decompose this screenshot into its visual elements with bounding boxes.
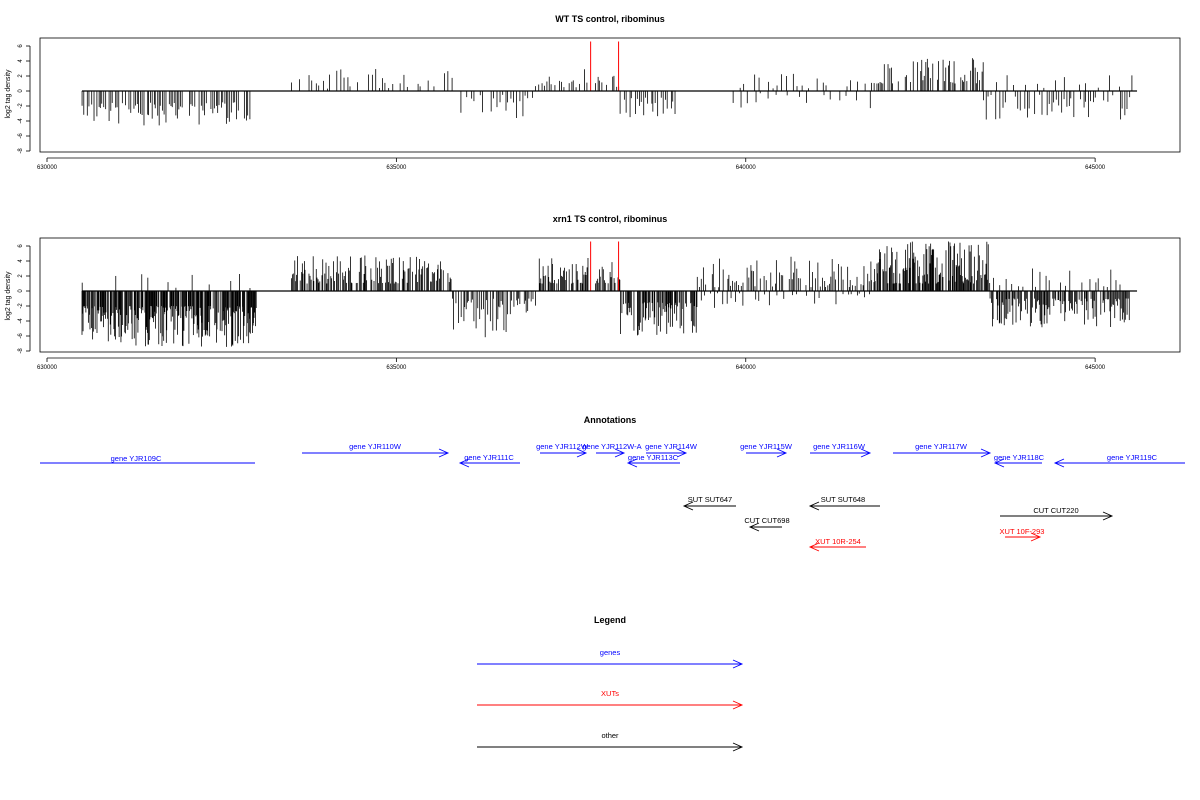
annotation-arrow (810, 448, 872, 458)
wt-y-tick-label: -8 (18, 148, 24, 154)
wt-y-tick-label: 2 (18, 74, 24, 78)
annotation-arrow (458, 458, 520, 468)
wt-y-tick-label: -4 (18, 118, 24, 124)
legend: Legend genes XUTs other (477, 615, 744, 752)
annotation-label: gene YJR116W (813, 442, 866, 451)
annotation-label: gene YJR111C (464, 453, 514, 462)
legend-items: genes XUTs other (477, 648, 744, 752)
legend-label: XUTs (601, 689, 619, 698)
annotation-label: gene YJR119C (1107, 453, 1158, 462)
annotation-arrow (808, 542, 866, 552)
annotation-label: XUT 10R-254 (815, 537, 861, 546)
wt-y-tick-label: 4 (18, 59, 24, 63)
annotation-label: CUT CUT220 (1033, 506, 1078, 515)
annotation-arrow (302, 448, 450, 458)
annotation-items: gene YJR109C gene YJR110W gene YJR111C gene… (40, 442, 1185, 552)
xrn1-x-tick-label: 630000 (37, 365, 58, 371)
legend-label: genes (600, 648, 621, 657)
xrn1-bars (81, 241, 1138, 347)
wt-x-tick-label: 635000 (386, 165, 407, 171)
annotation-arrow (1005, 532, 1042, 542)
xrn1-x-tick-label: 645000 (1085, 365, 1106, 371)
legend-label: other (601, 731, 619, 740)
wt-bars (81, 41, 1138, 126)
annotation-label: gene YJR109C (111, 454, 162, 463)
xrn1-plot-frame (39, 237, 1181, 353)
annotation-arrow (748, 522, 782, 532)
annotation-label: SUT SUT648 (821, 495, 865, 504)
annotation-arrow (1000, 511, 1114, 521)
xrn1-y-tick-label: 0 (18, 289, 24, 293)
wt-x-tick-label: 640000 (736, 165, 757, 171)
annotation-label: gene YJR114W (645, 442, 698, 451)
wt-y-tick-label: -6 (18, 133, 24, 139)
xrn1-x-tick-label: 635000 (386, 365, 407, 371)
annotation-label: gene YJR112W-A (582, 442, 641, 451)
annotation-arrow (682, 501, 736, 511)
xrn1-x-axis: 630000 635000 640000 645000 (37, 357, 1106, 371)
xrn1-y-tick-label: -6 (18, 333, 24, 339)
annotation-arrow (1053, 458, 1185, 468)
annotation-arrow (626, 458, 680, 468)
legend-arrow (477, 700, 744, 710)
xrn1-panel-title: xrn1 TS control, ribominus (553, 214, 668, 224)
legend-title: Legend (594, 615, 626, 625)
wt-y-axis: -8 -6 -4 -2 0 2 4 6 (18, 44, 31, 154)
legend-arrow (477, 742, 744, 752)
legend-arrow (477, 659, 744, 669)
annotation-label: gene YJR113C (628, 453, 679, 462)
wt-x-tick-label: 645000 (1085, 165, 1106, 171)
xrn1-y-tick-label: 2 (18, 274, 24, 278)
annotation-label: gene YJR117W (915, 442, 968, 451)
xrn1-density-panel: xrn1 TS control, ribominus log2 tag dens… (5, 214, 1181, 371)
wt-x-tick-label: 630000 (37, 165, 58, 171)
wt-density-panel: WT TS control, ribominus log2 tag densit… (5, 14, 1181, 171)
wt-panel-title: WT TS control, ribominus (555, 14, 665, 24)
annotation-label: gene YJR118C (994, 453, 1045, 462)
wt-y-tick-label: -2 (18, 103, 24, 109)
wt-y-tick-label: 6 (18, 44, 24, 48)
wt-x-axis: 630000 635000 640000 645000 (37, 157, 1106, 171)
xrn1-y-tick-label: -4 (18, 318, 24, 324)
annotation-label: gene YJR115W (740, 442, 793, 451)
xrn1-y-tick-label: 4 (18, 259, 24, 263)
annotations-title: Annotations (584, 415, 637, 425)
annotation-label: SUT SUT647 (688, 495, 732, 504)
xrn1-y-tick-label: -2 (18, 303, 24, 309)
xrn1-y-axis-label: log2 tag density (5, 271, 12, 321)
annotation-label: CUT CUT698 (744, 516, 789, 525)
wt-plot-frame (39, 37, 1181, 153)
xrn1-y-axis: -8 -6 -4 -2 0 2 4 6 (18, 244, 31, 354)
annotation-label: XUT 10F-293 (1000, 527, 1045, 536)
annotation-arrow (993, 458, 1042, 468)
annotation-arrow (596, 448, 626, 458)
annotation-arrow (646, 448, 688, 458)
xrn1-y-tick-label: 6 (18, 244, 24, 248)
wt-y-axis-label: log2 tag density (5, 69, 12, 119)
annotation-arrow (540, 448, 588, 458)
annotation-arrow (808, 501, 880, 511)
annotation-label: gene YJR112W (536, 442, 589, 451)
xrn1-y-tick-label: -8 (18, 348, 24, 354)
annotation-arrow (893, 448, 992, 458)
annotation-arrow (746, 448, 788, 458)
wt-y-tick-label: 0 (18, 89, 24, 93)
annotation-label: gene YJR110W (349, 442, 402, 451)
xrn1-x-tick-label: 640000 (736, 365, 757, 371)
